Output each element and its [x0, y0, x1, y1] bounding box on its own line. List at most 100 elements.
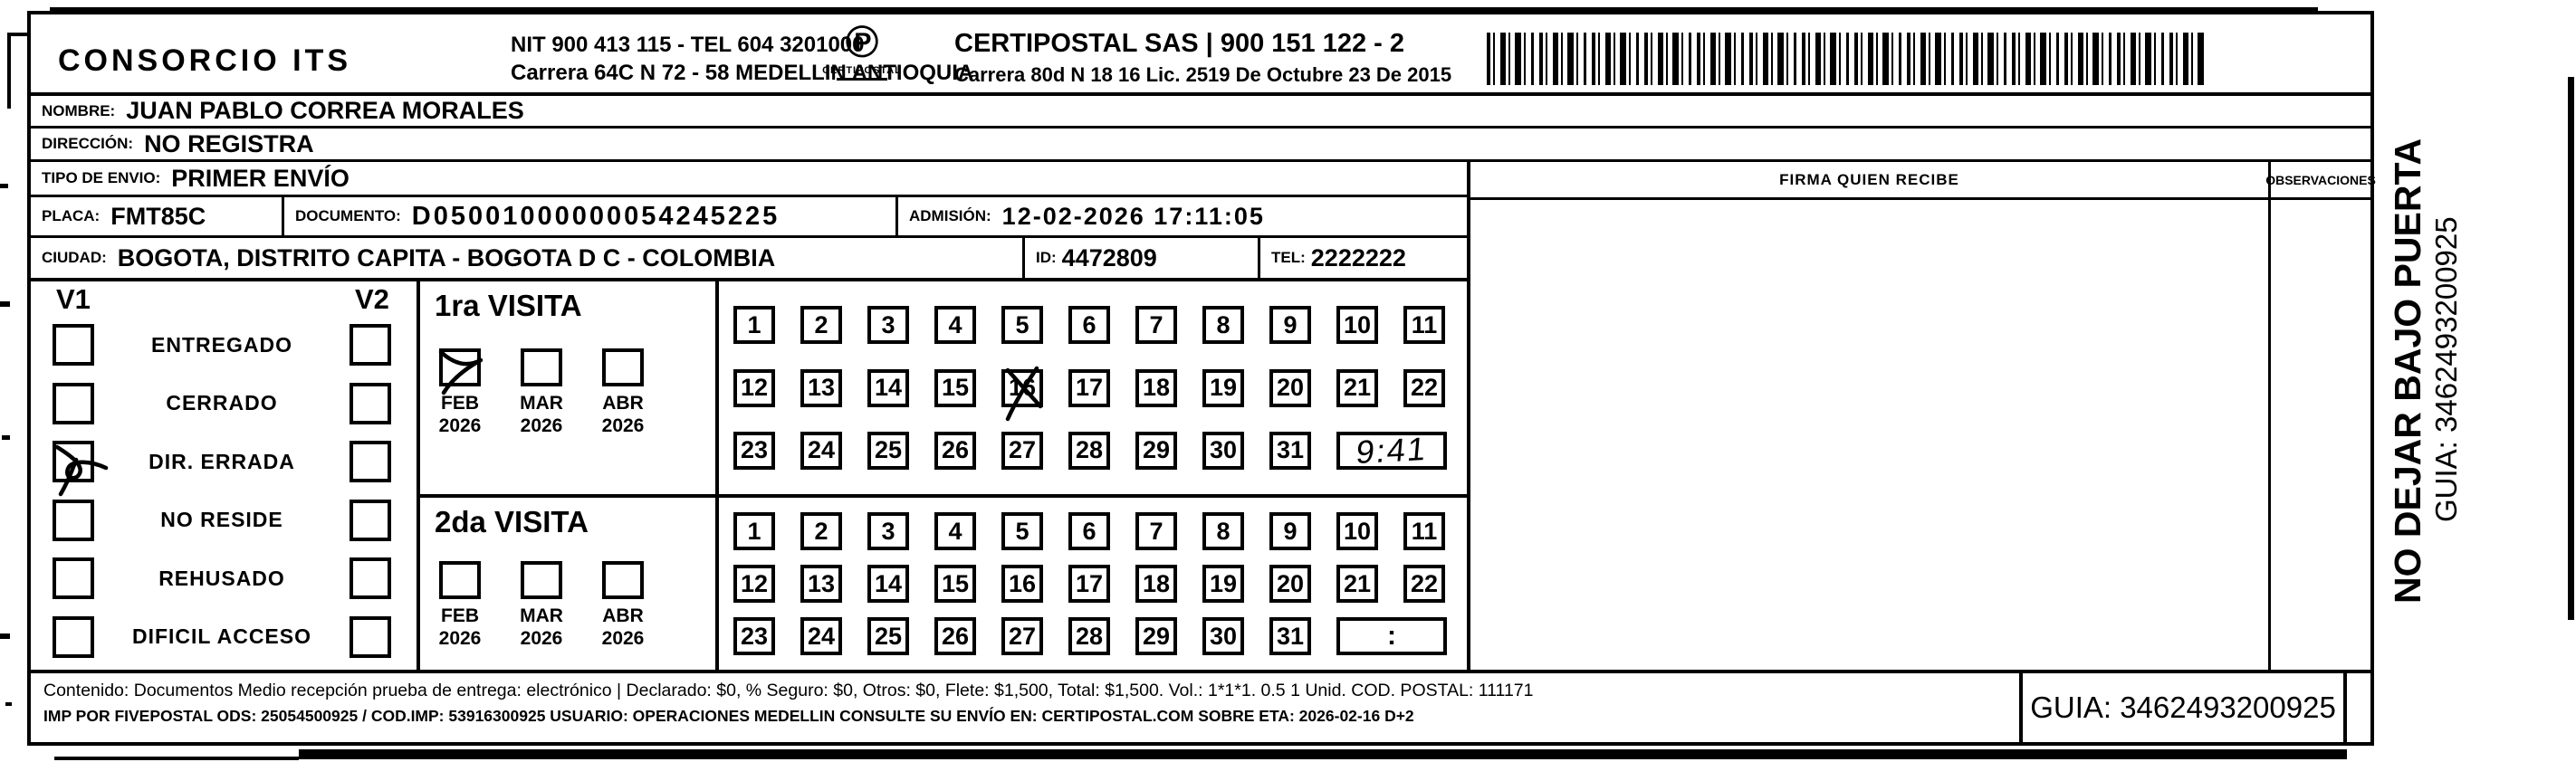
second-visit-day-number: 25	[874, 622, 903, 650]
year-label: 2026	[438, 415, 482, 437]
second-visit-day-1: 1	[733, 512, 775, 550]
first-visit-day-15: 15	[934, 368, 976, 407]
tipo-envio-row: TIPO DE ENVIO: PRIMER ENVÍO	[31, 162, 1467, 197]
first-visit-day-5: 5	[1001, 306, 1043, 345]
second-visit-day-number: 22	[1410, 569, 1439, 597]
logo-caption: CERTIPOSTAL	[822, 65, 902, 76]
second-visit-day-number: 15	[941, 569, 970, 597]
first-visit-day-1: 1	[733, 306, 775, 345]
scan-left-tick	[0, 301, 10, 307]
first-visit-day-number: 28	[1075, 436, 1104, 464]
first-visit-day-17: 17	[1068, 368, 1110, 407]
second-visit-day-number: 20	[1276, 569, 1305, 597]
second-visit-day-16: 16	[1001, 565, 1043, 603]
ciudad-label: CIUDAD:	[42, 249, 107, 266]
second-visit-checkbox-abr	[602, 561, 644, 599]
delivery-status-box: V1 V2 ENTREGADO CERRADO DIR. ERRADA NO RESI…	[31, 281, 420, 670]
first-visit-day-number: 1	[747, 310, 761, 338]
first-visit-day-number: 24	[807, 436, 836, 464]
month-label: ABR	[602, 393, 644, 414]
scan-top-edge-line	[50, 7, 2318, 12]
second-visit-day-4: 4	[934, 512, 976, 550]
direccion-value: NO REGISTRA	[144, 129, 314, 157]
second-visit-day-number: 17	[1075, 569, 1104, 597]
first-visit-checkbox-feb	[438, 348, 484, 395]
second-visit-day-6: 6	[1068, 512, 1110, 550]
guia-number-box: GUIA: 3462493200925	[2019, 673, 2347, 742]
second-visit-month-abr: ABR 2026	[596, 561, 650, 650]
second-visit-day-20: 20	[1269, 565, 1311, 603]
month-label: FEB	[441, 605, 479, 626]
first-visit-day-14: 14	[867, 368, 909, 407]
second-visit-day-number: 16	[1008, 569, 1037, 597]
first-visit-day-number: 25	[874, 436, 903, 464]
status-row-cerrado: CERRADO	[31, 380, 417, 427]
admision-cell: ADMISIÓN: 12-02-2026 17:11:05	[898, 197, 1467, 235]
id-label: ID:	[1036, 249, 1057, 266]
footer-imp-line: IMP POR FIVEPOSTAL ODS: 25054500925 / CO…	[43, 707, 1414, 725]
first-visit-day-11: 11	[1403, 306, 1445, 345]
operator-contact-info: CERTIPOSTAL SAS | 900 151 122 - 2 Carrer…	[954, 29, 1451, 87]
first-visit-day-number: 23	[740, 436, 769, 464]
first-visit-day-2: 2	[800, 306, 842, 345]
tel-value: 2222222	[1310, 243, 1406, 271]
footer-content-line: Contenido: Documentos Medio recepción pr…	[43, 681, 1534, 700]
second-visit-day-number: 27	[1008, 622, 1037, 650]
first-visit-day-number: 19	[1209, 374, 1238, 401]
checkbox-v1-dir-errada	[53, 441, 109, 497]
operator-address-line: Carrera 80d N 18 16 Lic. 2519 De Octubre…	[954, 63, 1452, 86]
first-visit-day-24: 24	[800, 431, 842, 470]
side-guia-number: GUIA: 3462493200925	[2429, 216, 2463, 522]
certipostal-logo-icon: ℗ CERTIPOSTAL	[817, 18, 907, 81]
first-visit-day-number: 14	[874, 374, 903, 401]
placa-label: PLACA:	[42, 207, 101, 224]
checkbox-v2-cerrado	[350, 382, 391, 424]
ciudad-value: BOGOTA, DISTRITO CAPITA - BOGOTA D C - C…	[117, 243, 776, 271]
second-visit-day-number: 7	[1149, 517, 1164, 545]
first-visit-day-number: 22	[1410, 374, 1439, 401]
first-visit-day-number: 15	[941, 374, 970, 401]
first-visit-day-number: 29	[1142, 436, 1171, 464]
first-visit-day-number: 9	[1283, 310, 1298, 338]
second-visit-day-number: 21	[1343, 569, 1372, 597]
first-visit-day-20: 20	[1269, 368, 1311, 407]
sender-company-name: CONSORCIO ITS	[58, 43, 352, 78]
firma-header: FIRMA QUIEN RECIBE	[1470, 162, 2271, 197]
second-visit-day-number: 8	[1216, 517, 1231, 545]
first-visit-day-19: 19	[1202, 368, 1244, 407]
second-visit-day-21: 21	[1336, 565, 1378, 603]
first-visit-day-28: 28	[1068, 431, 1110, 470]
shipment-data-table: TIPO DE ENVIO: PRIMER ENVÍO PLACA: FMT85…	[31, 162, 1470, 670]
second-visit-day-number: 10	[1343, 517, 1372, 545]
second-visit-month-mar: MAR 2026	[514, 561, 569, 650]
checkbox-v1-rehusado	[53, 557, 94, 600]
first-visit-day-23: 23	[733, 431, 775, 470]
second-visit-day-number: 24	[807, 622, 836, 650]
second-visit-day-8: 8	[1202, 512, 1244, 550]
second-visit-time-note: :	[1387, 621, 1396, 651]
scan-left-tick	[5, 702, 12, 706]
second-visit-day-number: 30	[1209, 622, 1238, 650]
first-visit-day-3: 3	[867, 306, 909, 345]
checkbox-v2-rehusado	[350, 557, 391, 600]
first-visit-day-number: 5	[1015, 310, 1029, 338]
ciudad-id-tel-row: CIUDAD: BOGOTA, DISTRITO CAPITA - BOGOTA…	[31, 238, 1467, 281]
first-visit-day-number: 12	[740, 374, 769, 401]
first-visit-day-7: 7	[1135, 306, 1177, 345]
first-visit-day-26: 26	[934, 431, 976, 470]
first-visit-month-feb: FEB 2026	[433, 348, 487, 437]
first-visit-day-number: 2	[814, 310, 828, 338]
first-visit-day-row-3: 23 24 25 26 27 28 29 30 31 9:41	[733, 430, 1467, 471]
first-visit-day-row-2: 12 13 14 15 16 17 18 19 20 21 22	[733, 366, 1467, 421]
second-visit-day-22: 22	[1403, 565, 1445, 603]
form-header: CONSORCIO ITS NIT 900 413 115 - TEL 604 …	[31, 14, 2370, 96]
second-visit-day-31: 31	[1269, 617, 1311, 655]
status-row-entregado: ENTREGADO	[31, 321, 417, 368]
visit2-column-header: V2	[355, 283, 389, 315]
first-visit-day-number: 11	[1411, 310, 1438, 338]
second-visit-day-9: 9	[1269, 512, 1311, 550]
second-visit-day-number: 19	[1209, 569, 1238, 597]
scan-left-tick	[2, 435, 10, 440]
second-visit-day-number: 23	[740, 622, 769, 650]
sender-address-line: Carrera 64C N 72 - 58 MEDELLIN ANTIOQUIA	[511, 61, 974, 86]
